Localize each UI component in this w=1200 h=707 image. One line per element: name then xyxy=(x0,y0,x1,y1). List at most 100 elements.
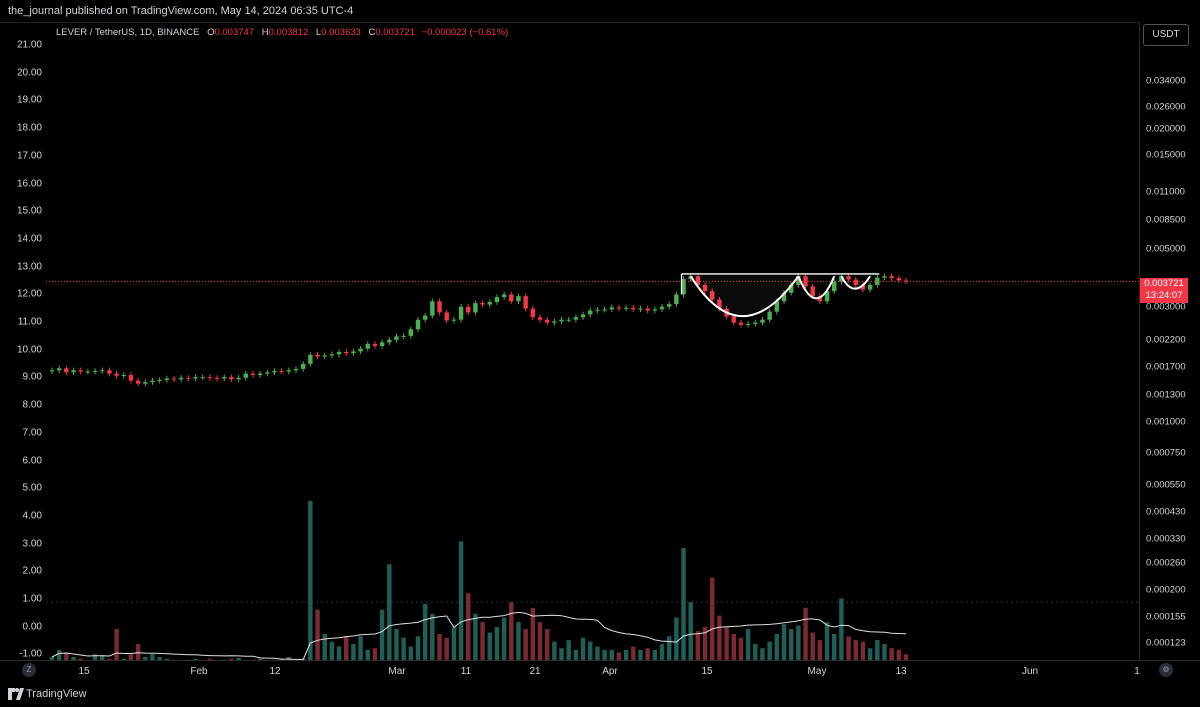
right-axis-tick: 0.000330 xyxy=(1146,533,1186,545)
right-price-axis[interactable] xyxy=(1139,22,1200,662)
left-axis-tick: 3.00 xyxy=(22,538,42,550)
candle-body xyxy=(128,375,134,381)
right-axis-tick: 0.003000 xyxy=(1146,301,1186,313)
candle-body xyxy=(394,336,399,340)
left-price-axis[interactable]: 21.00 20.00 19.00 18.00 17.00 16.00 15.00 14.00… xyxy=(0,22,46,662)
volume-bar xyxy=(688,602,693,660)
candle-body xyxy=(537,317,543,320)
currency-button[interactable]: USDT xyxy=(1143,24,1189,46)
right-axis-tick: 0.001300 xyxy=(1146,389,1186,401)
symbol-name: LEVER / TetherUS, 1D, BINANCE xyxy=(56,27,200,38)
candle-body xyxy=(494,297,500,302)
candle-body xyxy=(107,370,112,374)
volume-bar xyxy=(623,649,629,660)
right-axis-tick: 0.000200 xyxy=(1146,584,1186,596)
left-axis-tick: 0.00 xyxy=(22,621,42,633)
volume-bar xyxy=(896,649,902,660)
volume-bar xyxy=(286,656,292,660)
candle-body xyxy=(487,301,492,305)
volume-ma-line xyxy=(51,611,907,660)
gear-icon[interactable]: ⚙ xyxy=(1159,663,1173,677)
volume-bar xyxy=(509,602,514,660)
last-price-tag: 0.003721 13:24:07 xyxy=(1140,278,1188,303)
candle-body xyxy=(401,335,406,337)
candle-body xyxy=(214,377,220,379)
last-price-value: 0.003721 xyxy=(1144,278,1184,289)
volume-bar xyxy=(638,649,643,660)
candle-body xyxy=(229,377,234,380)
price-chart[interactable] xyxy=(46,22,1139,660)
candle-body xyxy=(738,322,744,325)
volume-bar xyxy=(143,656,148,660)
time-axis-tick: Apr xyxy=(602,666,618,677)
volume-bar xyxy=(150,654,155,660)
candle-body xyxy=(882,276,887,278)
candle-body xyxy=(659,306,665,310)
candle-body xyxy=(437,301,442,313)
left-axis-tick: 19.00 xyxy=(16,94,42,106)
candle-body xyxy=(509,294,514,302)
candle-body xyxy=(817,296,823,302)
volume-bar xyxy=(315,609,320,660)
symbol-legend: LEVER / TetherUS, 1D, BINANCE O0.003747 … xyxy=(56,27,508,38)
volume-bar xyxy=(494,626,500,660)
left-axis-tick: 10.00 xyxy=(16,344,42,356)
candle-body xyxy=(846,276,851,280)
candle-body xyxy=(236,377,241,380)
candle-body xyxy=(530,308,536,318)
candle-body xyxy=(193,377,198,379)
volume-bar xyxy=(702,626,708,660)
candle-body xyxy=(293,368,299,371)
volume-bar xyxy=(501,617,507,660)
volume-bar xyxy=(674,617,679,660)
candle-body xyxy=(351,351,356,354)
volume-bar xyxy=(659,644,665,660)
candle-body xyxy=(265,372,270,374)
volume-bar xyxy=(731,634,736,660)
volume-bar xyxy=(681,547,686,660)
volume-bar xyxy=(875,640,880,660)
candle-body xyxy=(143,382,148,384)
candle-body xyxy=(444,312,449,321)
candle-body xyxy=(896,278,902,281)
change-value: −0.000023 (−0.61%) xyxy=(421,27,509,38)
volume-bar xyxy=(817,640,823,660)
left-axis-tick: 4.00 xyxy=(22,510,42,522)
tradingview-logo-icon xyxy=(8,688,24,700)
left-axis-tick: 17.00 xyxy=(16,150,42,162)
handle-curve-2 xyxy=(840,275,871,290)
time-axis[interactable]: 15 Feb 12 Mar 11 21 Apr 15 May 13 Jun 1 xyxy=(0,660,1200,683)
volume-bar xyxy=(408,646,414,660)
right-axis-tick: 0.034000 xyxy=(1146,75,1186,87)
volume-bar xyxy=(164,658,170,660)
right-axis-tick: 0.008500 xyxy=(1146,214,1186,226)
footer: TradingView xyxy=(0,682,1200,707)
right-axis-tick: 0.005000 xyxy=(1146,243,1186,255)
candle-body xyxy=(480,303,485,305)
volume-bar xyxy=(666,636,672,660)
open-label: O xyxy=(207,27,215,38)
zoom-reset-icon[interactable]: Z xyxy=(22,663,36,677)
candle-body xyxy=(387,339,392,343)
candle-body xyxy=(681,279,686,295)
chart-frame[interactable] xyxy=(0,22,1200,683)
candle-body xyxy=(702,284,708,292)
candle-body xyxy=(860,284,866,290)
volume-bar xyxy=(437,634,442,660)
candle-body xyxy=(616,307,622,309)
volume-bar xyxy=(559,648,564,660)
candle-body xyxy=(114,373,119,376)
candle-body xyxy=(78,370,83,372)
volume-bar xyxy=(329,641,335,660)
candle-body xyxy=(796,276,801,285)
candle-body xyxy=(717,299,722,309)
volume-bar xyxy=(753,644,758,660)
low-value: 0.003633 xyxy=(321,27,361,38)
candle-body xyxy=(810,286,815,297)
volume-bar xyxy=(336,646,342,660)
candle-body xyxy=(638,308,643,310)
candle-body xyxy=(753,322,758,324)
volume-bar xyxy=(767,641,772,660)
candle-body xyxy=(544,319,550,323)
volume-bar xyxy=(588,641,593,660)
